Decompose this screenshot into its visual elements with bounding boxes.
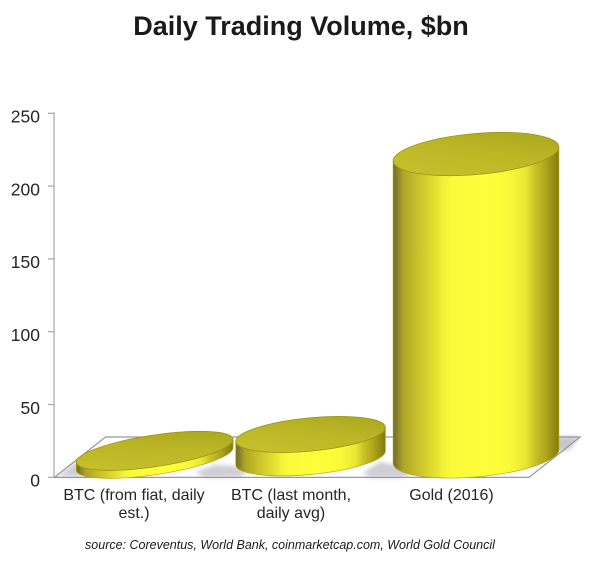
svg-text:0: 0 [30, 471, 40, 491]
svg-text:250: 250 [11, 107, 40, 127]
svg-text:est.): est.) [118, 505, 149, 522]
svg-text:150: 150 [11, 252, 40, 272]
svg-text:source: Coreventus, World Ban: source: Coreventus, World Bank, coinmark… [85, 538, 496, 552]
svg-text:BTC (last month,: BTC (last month, [231, 487, 351, 504]
svg-text:daily avg): daily avg) [257, 505, 325, 522]
svg-text:Gold (2016): Gold (2016) [409, 487, 494, 504]
svg-text:BTC (from fiat, daily: BTC (from fiat, daily [63, 487, 204, 504]
svg-text:100: 100 [11, 325, 40, 345]
svg-text:200: 200 [11, 179, 40, 199]
svg-text:Daily Trading Volume, $bn: Daily Trading Volume, $bn [133, 11, 469, 41]
svg-text:50: 50 [21, 398, 41, 418]
